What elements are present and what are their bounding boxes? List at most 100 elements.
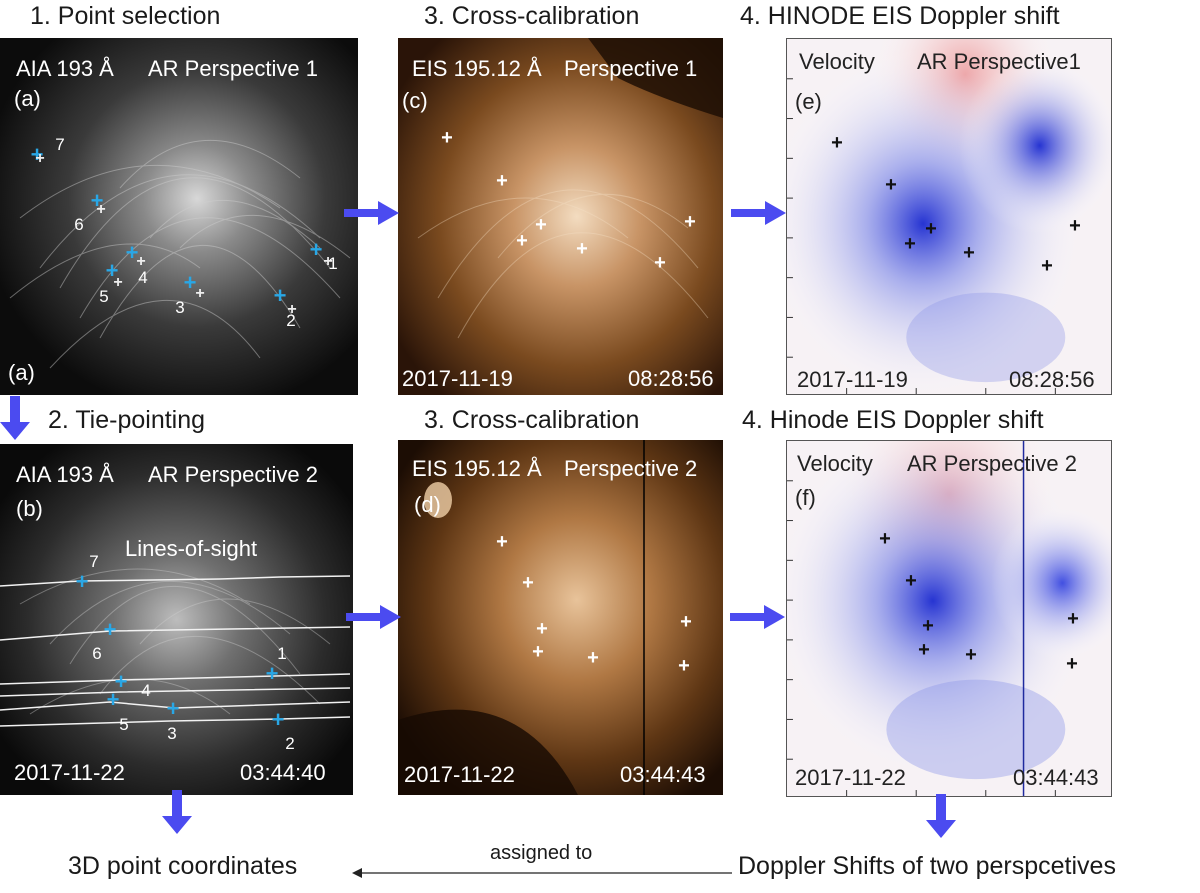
panel-f-tag: (f) [795,485,816,510]
marker-cyan: + [125,240,139,265]
panel-a-instrument: AIA 193 Å [16,56,114,81]
marker-black: + [1066,653,1078,675]
panel-e-tag: (e) [795,89,822,114]
point-label-6: 6 [74,215,84,234]
marker-black: + [1041,255,1053,277]
marker-cyan: + [103,617,117,642]
heading-doppler-shift-2: 4. Hinode EIS Doppler shift [742,406,1044,434]
marker-white: + [684,211,696,233]
arrow-right-icon [730,605,785,629]
point-label-7: 7 [89,552,99,571]
marker-white: + [654,252,666,274]
panel-d-tag: (d) [414,492,441,517]
marker-black: + [879,528,891,550]
marker-black: + [904,233,916,255]
heading-tie-pointing: 2. Tie-pointing [48,406,206,434]
marker-white: + [323,253,333,270]
marker-black: + [885,174,897,196]
marker-black: + [831,132,843,154]
marker-white: + [587,647,599,669]
point-label-1: 1 [277,644,287,663]
marker-white: + [536,618,548,640]
marker-white: + [680,611,692,633]
marker-white: + [441,127,453,149]
point-label-5: 5 [119,715,129,734]
panel-a-tag-bottom: (a) [8,360,35,385]
panel-f-quantity: Velocity [797,451,873,476]
arrow-down-icon [162,790,192,834]
panel-c-time: 08:28:56 [628,366,714,391]
panel-f-perspective: AR Perspective 2 [907,451,1077,476]
arrow-right-icon [344,201,399,225]
marker-cyan: + [309,237,323,262]
marker-white: + [532,641,544,663]
marker-cyan: + [114,669,128,694]
marker-cyan: + [105,258,119,283]
marker-cyan: + [265,661,279,686]
marker-black: + [1069,215,1081,237]
marker-white: + [113,274,123,291]
marker-white: + [287,301,297,318]
marker-black: + [965,644,977,666]
marker-black: + [1067,608,1079,630]
point-label-6: 6 [92,644,102,663]
point-label-3: 3 [175,298,185,317]
panel-a-tag: (a) [14,86,41,111]
panel-d-time: 03:44:43 [620,762,706,787]
panel-b-time: 03:44:40 [240,760,326,785]
panel-c-date: 2017-11-19 [402,366,513,391]
assigned-to-label: assigned to [490,842,593,864]
panel-b-perspective: AR Perspective 2 [148,462,318,487]
marker-black: + [905,570,917,592]
heading-cross-calibration-2: 3. Cross-calibration [424,406,640,434]
panel-aia-perspective-2: AIA 193 Å AR Perspective 2 (b) Lines-of-… [0,444,353,795]
eis-image-1 [398,38,723,395]
marker-cyan: + [166,696,180,721]
marker-white: + [496,531,508,553]
marker-cyan: + [90,188,104,213]
marker-cyan: + [75,569,89,594]
marker-white: + [195,285,205,302]
point-label-2: 2 [286,311,296,330]
arrow-down-icon [926,794,956,838]
thin-arrow-left-icon [352,868,732,878]
aia-image-2 [0,444,353,795]
point-label-1: 1 [328,254,338,273]
doppler-shifts-label: Doppler Shifts of two perspcetives [738,852,1116,880]
marker-cyan: + [106,687,120,712]
panel-eis-perspective-1: EIS 195.12 Å Perspective 1 (c) + + + + +… [398,38,723,395]
point-label-4: 4 [138,268,148,287]
panel-c-instrument: EIS 195.12 Å [412,56,542,81]
panel-eis-perspective-2: EIS 195.12 Å Perspective 2 (d) + + + + +… [398,440,723,795]
marker-black: + [925,218,937,240]
panel-d-date: 2017-11-22 [404,762,515,787]
marker-black: + [963,242,975,264]
marker-cyan: + [271,707,285,732]
arrow-right-icon [346,605,401,629]
panel-e-quantity: Velocity [799,49,875,74]
panel-f-time: 03:44:43 [1013,765,1099,790]
panel-a-perspective: AR Perspective 1 [148,56,318,81]
panel-b-date: 2017-11-22 [14,760,125,785]
panel-e-perspective: AR Perspective1 [917,49,1081,74]
marker-white: + [576,238,588,260]
doppler-map-1 [787,39,1111,394]
doppler-map-2 [787,441,1111,796]
heading-doppler-shift-1: 4. HINODE EIS Doppler shift [740,2,1060,30]
marker-white: + [678,655,690,677]
panel-e-time: 08:28:56 [1009,367,1095,392]
panel-aia-perspective-1: AIA 193 Å AR Perspective 1 (a) (a) + + +… [0,38,358,395]
point-label-2: 2 [285,734,295,753]
aia-image-1 [0,38,358,395]
point-label-3: 3 [167,724,177,743]
panel-doppler-perspective-2: Velocity AR Perspective 2 (f) + + + + + … [786,440,1112,797]
marker-white: + [516,230,528,252]
lines-of-sight-label: Lines-of-sight [125,536,258,561]
arrow-down-icon [0,396,30,440]
marker-white: + [96,201,106,218]
panel-f-date: 2017-11-22 [795,765,906,790]
panel-c-tag: (c) [402,88,428,113]
panel-d-instrument: EIS 195.12 Å [412,456,542,481]
panel-doppler-perspective-1: Velocity AR Perspective1 (e) + + + + + +… [786,38,1112,395]
marker-white: + [496,170,508,192]
